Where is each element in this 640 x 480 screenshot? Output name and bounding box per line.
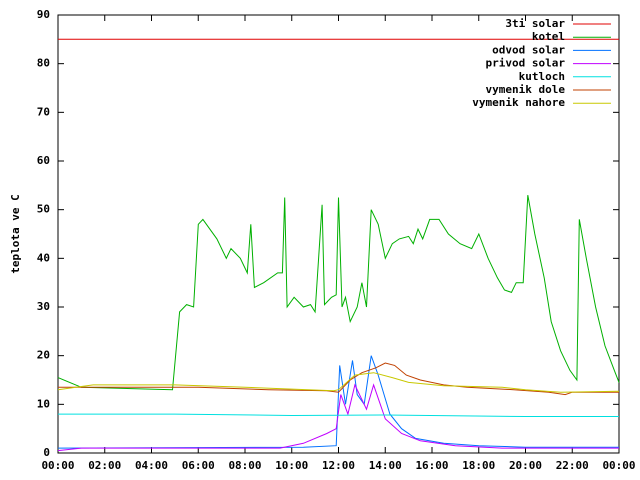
legend-label: vymenik nahore [472, 96, 565, 109]
y-tick-label: 0 [43, 446, 50, 459]
y-tick-label: 40 [37, 251, 50, 264]
x-tick-label: 06:00 [182, 459, 215, 472]
y-tick-label: 80 [37, 57, 50, 70]
x-tick-label: 18:00 [462, 459, 495, 472]
x-tick-label: 22:00 [556, 459, 589, 472]
series-line [58, 413, 619, 417]
x-tick-label: 04:00 [135, 459, 168, 472]
series-line [57, 383, 619, 452]
legend-label: vymenik dole [486, 83, 566, 96]
legend-label: privod solar [486, 57, 566, 70]
x-tick-label: 12:00 [322, 459, 355, 472]
y-tick-label: 70 [37, 105, 50, 118]
x-tick-label: 20:00 [509, 459, 542, 472]
legend-label: kotel [532, 30, 565, 43]
y-tick-label: 30 [37, 300, 50, 313]
series-line [57, 372, 620, 393]
y-tick-label: 10 [37, 397, 50, 410]
y-axis-label: teplota ve C [9, 194, 22, 273]
x-tick-label: 00:00 [602, 459, 635, 472]
x-tick-label: 10:00 [275, 459, 308, 472]
y-tick-label: 20 [37, 349, 50, 362]
x-tick-label: 02:00 [88, 459, 121, 472]
x-tick-label: 16:00 [415, 459, 448, 472]
y-tick-label: 60 [37, 154, 50, 167]
legend-label: odvod solar [492, 43, 565, 56]
plot-frame [57, 14, 620, 454]
x-tick-label: 00:00 [41, 459, 74, 472]
legend-label: kutloch [519, 70, 565, 83]
series-line [57, 195, 620, 391]
x-tick-label: 08:00 [228, 459, 261, 472]
series-line [58, 362, 619, 396]
y-tick-label: 50 [37, 203, 50, 216]
y-tick-label: 90 [37, 8, 50, 21]
x-tick-label: 14:00 [369, 459, 402, 472]
legend-label: 3ti solar [505, 17, 565, 30]
